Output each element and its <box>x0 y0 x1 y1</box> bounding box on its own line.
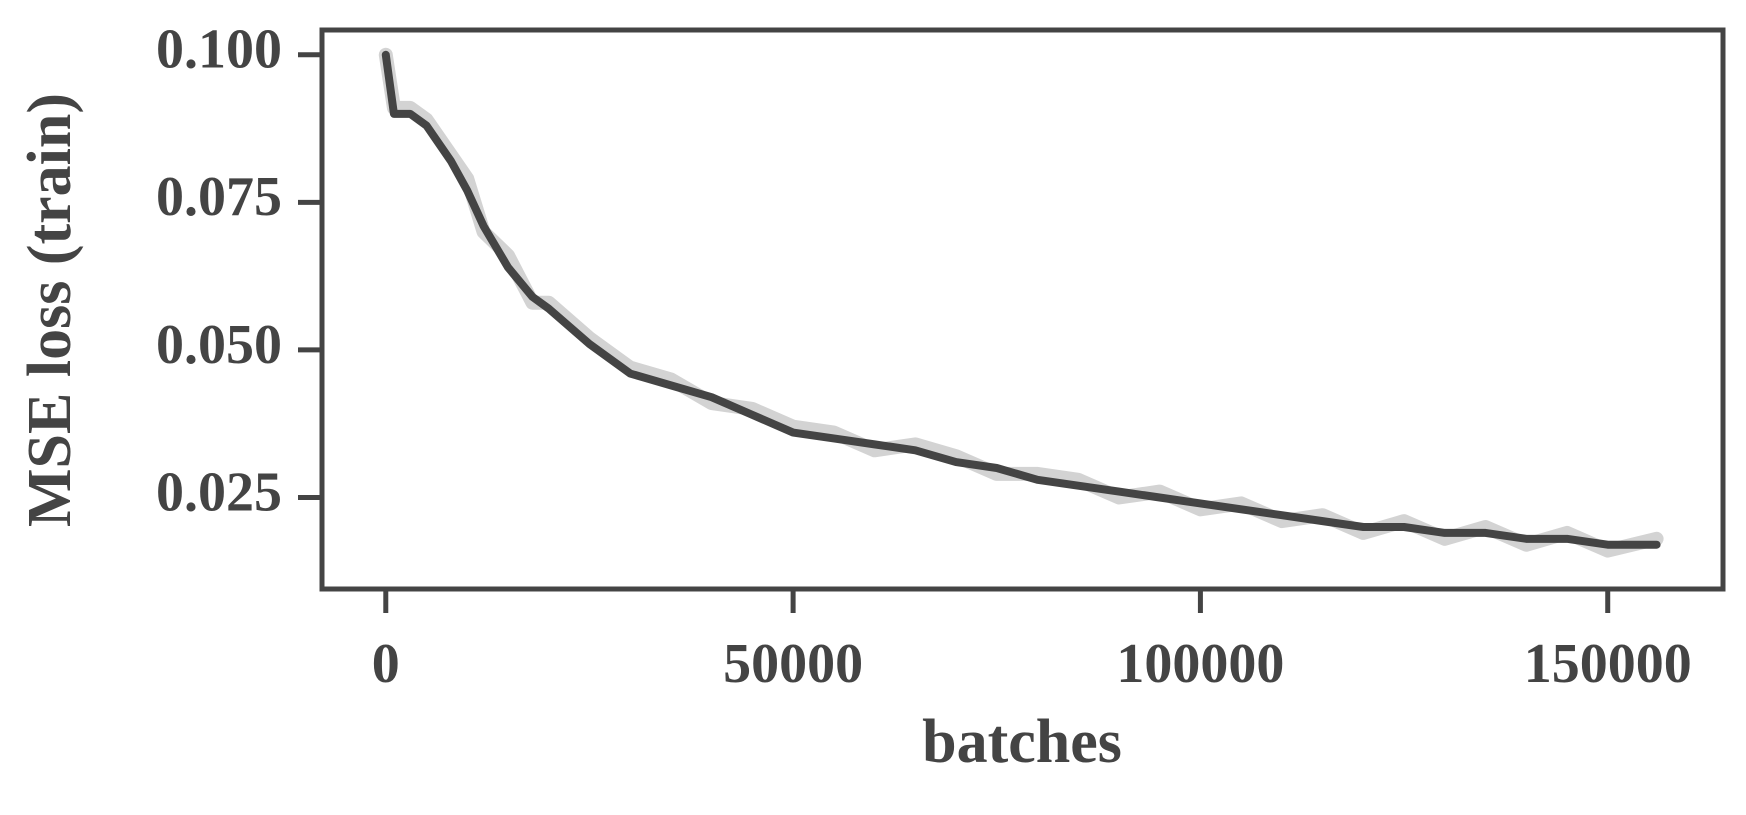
y-tick-label: 0.025 <box>156 461 282 523</box>
x-tick-label: 0 <box>372 633 400 695</box>
y-axis-label: MSE loss (train) <box>16 93 84 527</box>
y-tick-label: 0.100 <box>156 19 282 81</box>
y-tick-label: 0.050 <box>156 314 282 376</box>
x-axis-label: batches <box>922 708 1122 776</box>
y-tick-label: 0.075 <box>156 166 282 228</box>
x-tick-label: 100000 <box>1116 633 1284 695</box>
plot-frame <box>319 27 1726 592</box>
x-tick-label: 50000 <box>723 633 863 695</box>
x-tick-label: 150000 <box>1524 633 1692 695</box>
line <box>381 50 1661 549</box>
